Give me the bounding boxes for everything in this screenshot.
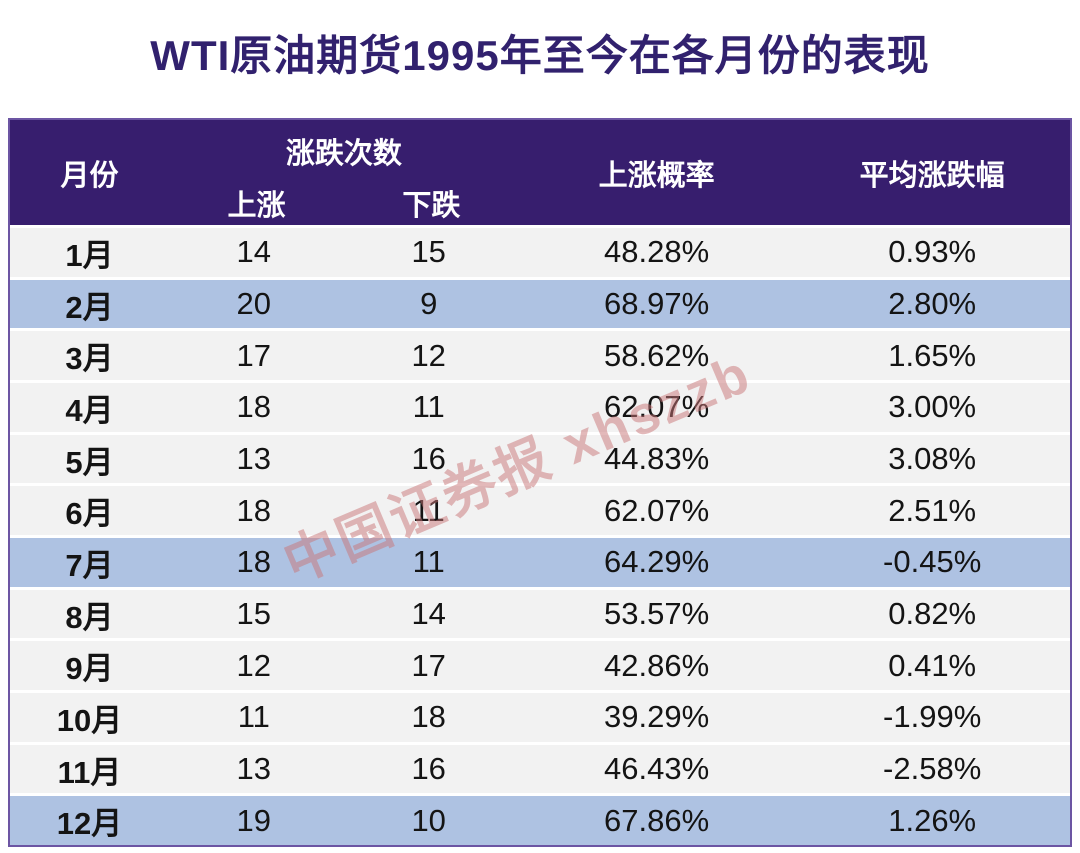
up-count-cell: 13 — [236, 441, 272, 477]
up-count-cell: 14 — [236, 234, 272, 270]
table-row: 8月 15 14 53.57% 0.82% — [10, 589, 1070, 639]
avg-change-cell: 3.08% — [888, 441, 977, 477]
up-count-cell: 19 — [236, 802, 272, 838]
month-cell: 1月 — [65, 237, 114, 273]
avg-change-cell: -2.58% — [883, 751, 982, 787]
down-count-cell: 9 — [420, 286, 438, 321]
avg-change-cell: -0.45% — [883, 544, 982, 580]
table-row: 1月 14 15 48.28% 0.93% — [10, 228, 1070, 277]
avg-change-cell: 2.80% — [888, 286, 977, 321]
up-probability-cell: 48.28% — [604, 234, 710, 270]
table-row: 6月 18 11 62.07% 2.51% — [10, 486, 1070, 536]
down-count-cell: 14 — [411, 596, 446, 632]
up-probability-cell: 62.07% — [604, 389, 710, 425]
avg-change-cell: 0.82% — [888, 596, 977, 632]
month-cell: 6月 — [65, 496, 114, 532]
table-row: 12月 19 10 67.86% 1.26% — [10, 796, 1070, 846]
up-probability-cell: 53.57% — [604, 596, 710, 632]
month-cell: 8月 — [65, 599, 114, 635]
avg-change-cell: 0.41% — [888, 647, 977, 683]
up-count-cell: 12 — [236, 647, 272, 683]
avg-change-cell: 1.26% — [888, 802, 977, 838]
up-count-cell: 18 — [236, 544, 272, 580]
monthly-performance-table: 月份 涨跌次数 上涨 下跌 上涨概率 平均涨跌幅 1月 14 15 48.28%… — [8, 118, 1072, 847]
table-row: 2月 20 9 68.97% 2.80% — [10, 279, 1070, 329]
header-up-probability: 上涨概率 — [598, 159, 715, 192]
avg-change-cell: 0.93% — [888, 234, 977, 270]
up-probability-cell: 67.86% — [604, 802, 710, 838]
up-probability-cell: 62.07% — [604, 492, 710, 528]
header-updown-group: 涨跌次数 上涨 下跌 — [169, 120, 519, 225]
month-cell: 11月 — [57, 754, 122, 790]
avg-change-cell: -1.99% — [883, 699, 982, 735]
up-count-cell: 13 — [236, 751, 272, 787]
up-count-cell: 11 — [237, 699, 270, 735]
table-row: 4月 18 11 62.07% 3.00% — [10, 383, 1070, 432]
down-count-cell: 17 — [411, 647, 446, 683]
table-row: 3月 17 12 58.62% 1.65% — [10, 331, 1070, 381]
header-avg-change: 平均涨跌幅 — [859, 159, 1005, 192]
table-body: 1月 14 15 48.28% 0.93% 2月 20 9 68.97% 2.8… — [10, 225, 1070, 846]
down-count-cell: 12 — [411, 337, 446, 373]
up-probability-cell: 64.29% — [604, 544, 710, 580]
table-row: 10月 11 18 39.29% -1.99% — [10, 693, 1070, 742]
up-probability-cell: 44.83% — [604, 441, 710, 477]
header-down: 下跌 — [402, 189, 461, 222]
down-count-cell: 11 — [412, 492, 445, 528]
up-probability-cell: 58.62% — [604, 337, 710, 373]
month-cell: 2月 — [65, 289, 114, 325]
avg-change-cell: 1.65% — [888, 337, 977, 373]
down-count-cell: 15 — [411, 234, 446, 270]
down-count-cell: 11 — [412, 544, 445, 580]
month-cell: 10月 — [56, 702, 123, 738]
table-row: 9月 12 17 42.86% 0.41% — [10, 641, 1070, 691]
down-count-cell: 10 — [411, 802, 446, 838]
up-probability-cell: 46.43% — [604, 751, 710, 787]
down-count-cell: 11 — [412, 389, 445, 425]
up-probability-cell: 39.29% — [604, 699, 710, 735]
table-row: 11月 13 16 46.43% -2.58% — [10, 744, 1070, 794]
down-count-cell: 16 — [411, 441, 446, 477]
header-month: 月份 — [60, 159, 119, 192]
month-cell: 12月 — [56, 806, 123, 842]
up-count-cell: 20 — [236, 286, 272, 321]
up-count-cell: 18 — [236, 389, 272, 425]
down-count-cell: 18 — [411, 699, 446, 735]
up-probability-cell: 42.86% — [604, 647, 710, 683]
up-count-cell: 15 — [236, 596, 272, 632]
table-row: 5月 13 16 44.83% 3.08% — [10, 434, 1070, 484]
up-count-cell: 17 — [236, 337, 272, 373]
month-cell: 7月 — [65, 547, 114, 583]
page-title: WTI原油期货1995年至今在各月份的表现 — [150, 32, 930, 79]
month-cell: 4月 — [65, 392, 114, 428]
avg-change-cell: 2.51% — [888, 492, 977, 528]
month-cell: 9月 — [65, 651, 114, 687]
month-cell: 3月 — [65, 341, 114, 377]
down-count-cell: 16 — [411, 751, 446, 787]
up-count-cell: 18 — [236, 492, 272, 528]
avg-change-cell: 3.00% — [888, 389, 977, 425]
header-updown-count: 涨跌次数 — [285, 137, 402, 170]
header-up: 上涨 — [227, 189, 286, 222]
table-header: 月份 涨跌次数 上涨 下跌 上涨概率 平均涨跌幅 — [10, 120, 1070, 225]
table-row: 7月 18 11 64.29% -0.45% — [10, 538, 1070, 587]
up-probability-cell: 68.97% — [604, 286, 710, 321]
month-cell: 5月 — [65, 444, 114, 480]
